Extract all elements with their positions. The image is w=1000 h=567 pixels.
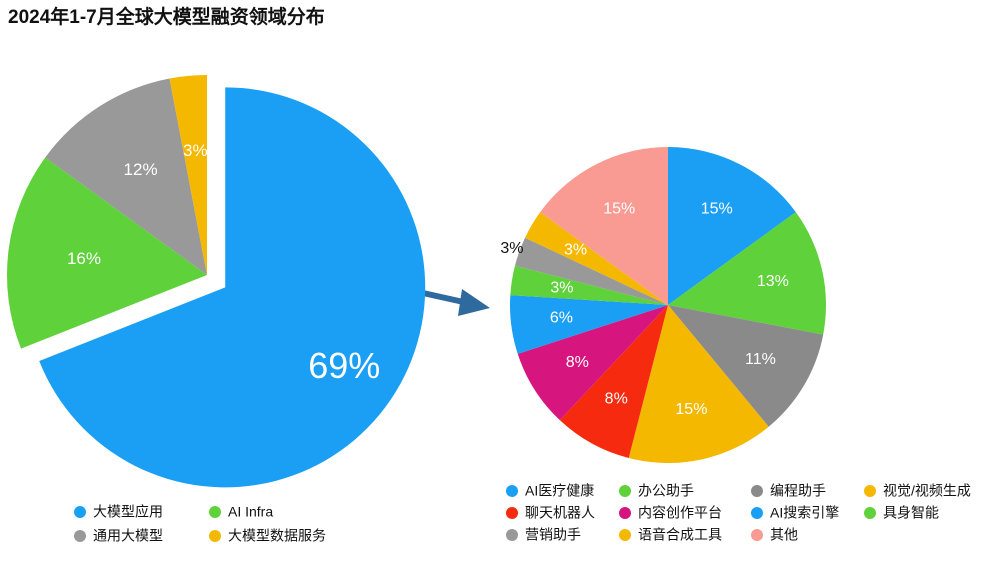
data-label: 3% [564, 242, 587, 259]
data-label: 11% [745, 351, 776, 368]
pie-slice [668, 212, 826, 335]
pie-slice [668, 305, 824, 427]
legend-label: 编程助手 [770, 483, 826, 499]
legend-label: 语音合成工具 [638, 527, 722, 543]
legend-swatch [619, 507, 631, 519]
data-label: 6% [550, 310, 573, 327]
pie-slice [525, 212, 668, 305]
pie-slice [39, 87, 426, 488]
pie-slice [7, 157, 208, 349]
legend-swatch [619, 485, 631, 497]
chart-title: 2024年1-7月全球大模型融资领域分布 [8, 5, 325, 28]
pie-slice [559, 305, 668, 459]
data-label: 69% [308, 345, 380, 386]
legend-label: AI医疗健康 [525, 483, 594, 499]
data-label: 15% [603, 200, 635, 217]
legend-label: AI搜索引擎 [770, 505, 839, 521]
legend-swatch [209, 506, 221, 518]
pie-slice [510, 295, 668, 354]
legend-swatch [506, 529, 518, 541]
legend-label: AI Infra [228, 504, 273, 520]
legend-swatch [751, 507, 763, 519]
legend-label: 具身智能 [883, 505, 939, 521]
data-label: 15% [701, 200, 733, 217]
legend-swatch [74, 530, 86, 542]
legend-label: 视觉/视频生成 [883, 483, 971, 499]
legend-swatch [74, 506, 86, 518]
legend-label: 办公助手 [638, 483, 694, 499]
pie-slice [517, 305, 668, 421]
legend-label: 大模型应用 [93, 504, 163, 520]
legend-swatch [864, 485, 876, 497]
legend-label: 其他 [770, 527, 798, 543]
legend-label: 营销助手 [525, 527, 581, 543]
legend-swatch [751, 529, 763, 541]
data-label: 3% [500, 240, 523, 257]
pie-slice [510, 265, 668, 305]
legend-label: 大模型数据服务 [228, 528, 326, 544]
pie-slice [45, 78, 208, 276]
legend-label: 聊天机器人 [525, 505, 595, 521]
data-label: 8% [566, 354, 589, 371]
data-label: 8% [605, 390, 628, 407]
data-label: 13% [757, 273, 789, 290]
data-label: 3% [183, 141, 208, 160]
pie-slice [628, 305, 769, 463]
data-label: 15% [675, 401, 707, 418]
legend-label: 内容创作平台 [638, 505, 722, 521]
legend-swatch [209, 530, 221, 542]
data-label: 16% [67, 249, 101, 268]
data-label: 12% [124, 160, 158, 179]
pie-slice [514, 237, 668, 305]
legend-swatch [619, 529, 631, 541]
pie-slice [668, 147, 796, 305]
legend-label: 通用大模型 [93, 528, 163, 544]
legend-swatch [864, 507, 876, 519]
legend-swatch [751, 485, 763, 497]
data-label: 3% [550, 279, 573, 296]
legend-swatch [506, 485, 518, 497]
pie-slice [169, 75, 207, 275]
pie-slice [540, 147, 668, 305]
legend-swatch [506, 507, 518, 519]
